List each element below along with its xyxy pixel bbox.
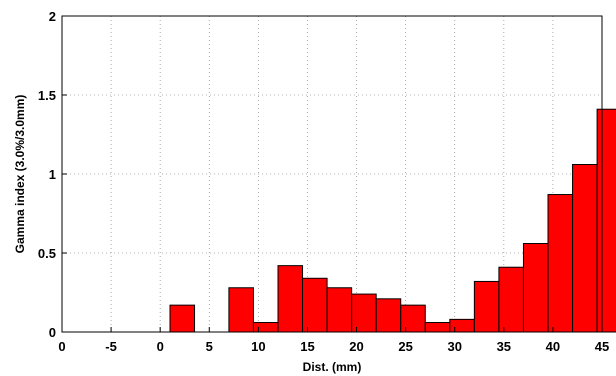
bar-9 bbox=[424, 322, 451, 333]
x-tick-label-2: 0 bbox=[157, 339, 164, 354]
bar-7 bbox=[375, 298, 402, 333]
bar-series bbox=[169, 108, 616, 333]
bar-12 bbox=[498, 266, 524, 333]
x-tick-label-7: 25 bbox=[398, 339, 412, 354]
bar-4 bbox=[302, 277, 328, 333]
x-tick-label-6: 20 bbox=[349, 339, 363, 354]
y-tick-label-3: 1.5 bbox=[38, 88, 56, 103]
bar-2 bbox=[252, 322, 279, 333]
x-tick-label-8: 30 bbox=[447, 339, 461, 354]
bar-3 bbox=[277, 265, 304, 333]
x-tick-label-9: 35 bbox=[497, 339, 511, 354]
bar-14 bbox=[547, 194, 574, 333]
bar-6 bbox=[351, 293, 377, 333]
y-axis-label: Gamma index (3.0%/3.0mm) bbox=[13, 95, 27, 254]
bar-10 bbox=[449, 318, 475, 333]
y-tick-label-4: 2 bbox=[49, 9, 56, 24]
x-axis-label: Dist. (mm) bbox=[303, 360, 362, 374]
x-tick-label-4: 10 bbox=[251, 339, 265, 354]
bar-5 bbox=[326, 287, 353, 333]
x-tick-label-5: 15 bbox=[300, 339, 314, 354]
bar-8 bbox=[400, 304, 426, 333]
x-tick-label-0: 0 bbox=[58, 339, 65, 354]
y-tick-label-0: 0 bbox=[49, 325, 56, 340]
y-tick-label-1: 0.5 bbox=[38, 246, 56, 261]
bar-1 bbox=[228, 287, 254, 333]
x-tick-label-1: -5 bbox=[105, 339, 117, 354]
x-tick-label-3: 5 bbox=[206, 339, 213, 354]
x-tick-label-10: 40 bbox=[546, 339, 560, 354]
bar-16 bbox=[596, 108, 616, 333]
bar-0 bbox=[169, 304, 196, 333]
bar-15 bbox=[572, 164, 598, 333]
bar-11 bbox=[473, 280, 500, 333]
y-axis: 0 0.5 1 1.5 2 bbox=[38, 9, 67, 340]
grid-lines bbox=[62, 16, 602, 332]
y-tick-label-2: 1 bbox=[49, 167, 56, 182]
x-axis: 0 -5 0 5 10 15 20 25 30 35 40 45 bbox=[58, 327, 609, 354]
x-tick-label-11: 45 bbox=[595, 339, 609, 354]
bar-13 bbox=[522, 243, 549, 333]
